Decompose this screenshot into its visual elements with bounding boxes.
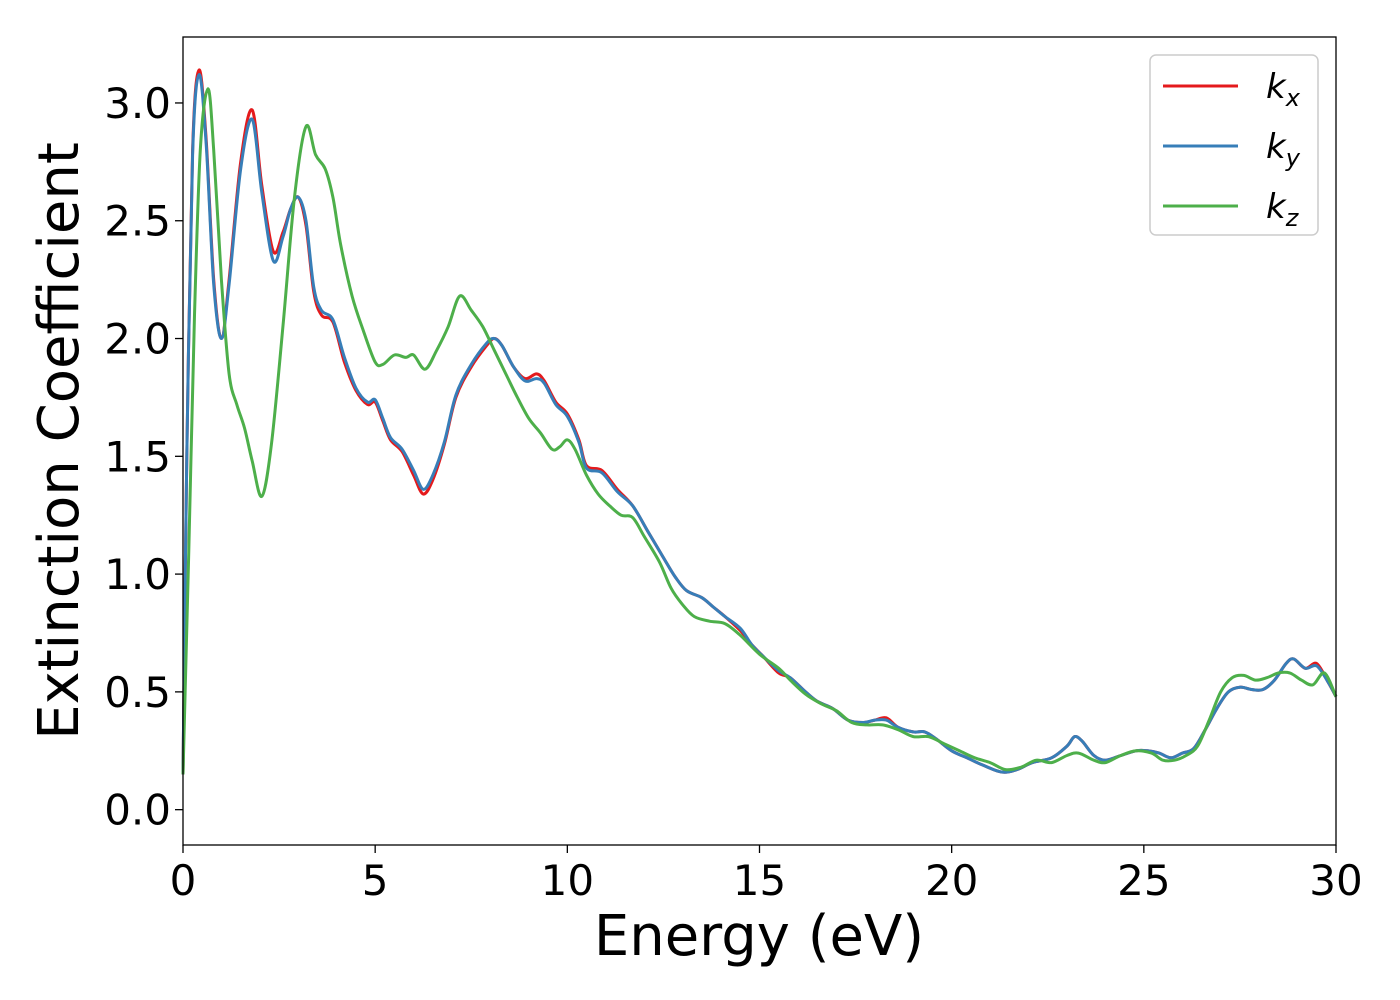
x-tick-label: 10 — [541, 856, 594, 905]
y-tick-label: 3.0 — [104, 79, 171, 128]
x-tick-label: 15 — [733, 856, 786, 905]
legend-label-z: kz — [1266, 187, 1300, 232]
y-tick-label: 1.0 — [104, 550, 171, 599]
y-tick-label: 0.5 — [104, 668, 171, 717]
legend-label-x: kx — [1266, 67, 1301, 112]
legend-label-y: ky — [1266, 127, 1301, 172]
x-tick-label: 0 — [170, 856, 197, 905]
x-axis: 0 5 10 15 20 25 30 — [170, 845, 1363, 905]
x-tick-label: 20 — [925, 856, 978, 905]
y-tick-label: 2.5 — [104, 197, 171, 246]
y-tick-label: 1.5 — [104, 432, 171, 481]
legend: kx ky kz — [1149, 54, 1319, 236]
x-tick-label: 30 — [1309, 856, 1362, 905]
series-line-z — [181, 87, 1338, 775]
x-tick-label: 25 — [1117, 856, 1170, 905]
y-tick-label: 2.0 — [104, 315, 171, 364]
series-layer — [181, 68, 1338, 775]
y-axis: 0.0 0.5 1.0 1.5 2.0 2.5 3.0 — [104, 79, 183, 835]
y-axis-label: Extinction Coefficient — [27, 142, 92, 740]
plot-area — [183, 37, 1336, 845]
x-tick-label: 5 — [362, 856, 389, 905]
x-axis-label: Energy (eV) — [594, 904, 924, 969]
y-tick-label: 0.0 — [104, 786, 171, 835]
